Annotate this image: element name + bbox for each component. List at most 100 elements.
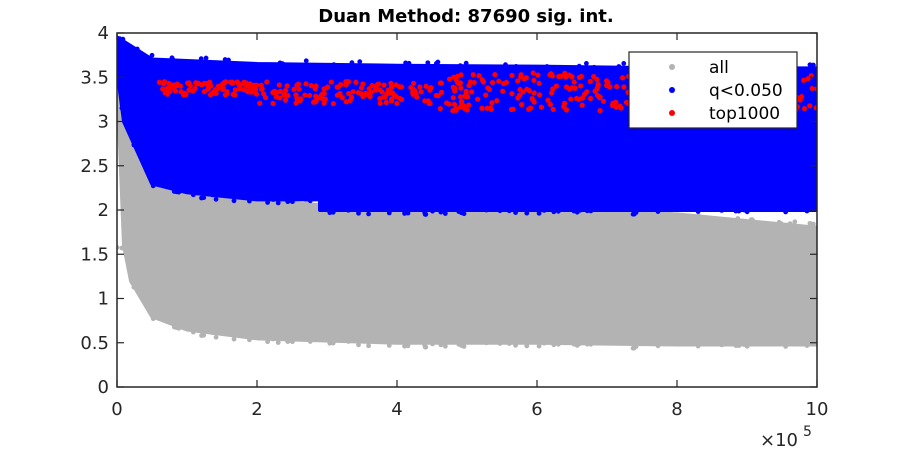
series-top1000-point	[281, 92, 287, 98]
x-tick-label: 6	[531, 399, 542, 420]
series-top1000-point	[452, 85, 458, 91]
series-top1000-point	[538, 104, 545, 110]
series-all-point	[459, 343, 464, 348]
y-tick-label: 2.5	[80, 156, 109, 177]
series-all-point	[571, 341, 577, 347]
series-top1000-point	[479, 105, 485, 111]
series-q-point	[226, 57, 231, 63]
series-top1000-point	[509, 91, 515, 97]
series-top1000-point	[594, 76, 600, 83]
series-top1000-point	[437, 106, 443, 112]
series-top1000-point	[282, 87, 289, 94]
series-top1000-point	[273, 94, 279, 100]
series-top1000-point	[592, 88, 598, 94]
series-top1000-point	[229, 79, 236, 85]
series-q-point	[506, 208, 512, 214]
series-top1000-point	[242, 81, 248, 87]
series-q-point	[438, 209, 444, 215]
series-all-point	[551, 342, 557, 348]
series-top1000-point	[515, 78, 521, 84]
series-q-point	[591, 64, 597, 70]
series-top1000-point	[190, 88, 196, 94]
series-all-point	[201, 332, 207, 338]
series-q-point	[459, 210, 464, 216]
series-top1000-point	[285, 92, 291, 99]
series-top1000-point	[587, 95, 594, 102]
series-top1000-point	[489, 79, 496, 86]
series-top1000-point	[508, 106, 515, 113]
series-top1000-point	[257, 100, 263, 106]
series-top1000-point	[417, 84, 423, 90]
series-top1000-point	[248, 89, 254, 95]
series-q-point	[330, 209, 336, 215]
series-top1000-point	[373, 86, 379, 92]
series-top1000-point	[571, 79, 577, 85]
series-q-point	[198, 56, 204, 62]
series-top1000-point	[366, 91, 373, 97]
series-top1000-point	[470, 72, 476, 78]
series-all-point	[810, 221, 816, 227]
series-all-point	[330, 340, 336, 346]
series-all-point	[735, 216, 741, 221]
series-q-point	[541, 207, 547, 213]
series-top1000-point	[566, 72, 572, 78]
series-top1000-point	[311, 99, 317, 105]
series-top1000-point	[282, 97, 289, 103]
series-q-point	[176, 189, 182, 195]
series-q-point	[386, 210, 392, 216]
series-top1000-point	[296, 86, 302, 92]
series-top1000-point	[369, 82, 375, 89]
series-all-point	[655, 343, 661, 349]
series-all-point	[804, 343, 810, 348]
series-all-point	[176, 325, 182, 331]
series-q-point	[213, 196, 219, 202]
series-all-point	[555, 341, 561, 347]
series-top1000-point	[294, 95, 300, 102]
series-all-point	[422, 344, 428, 350]
series-top1000-point	[355, 89, 361, 96]
series-top1000-point	[385, 87, 391, 93]
series-q-point	[131, 142, 137, 148]
series-all-point	[483, 340, 489, 346]
series-top1000-point	[249, 85, 256, 91]
series-top1000-point	[536, 80, 542, 86]
x-multiplier-exponent: 5	[803, 424, 812, 440]
series-q-point	[356, 210, 361, 216]
series-top1000-point	[438, 89, 445, 96]
series-q-point	[290, 199, 295, 205]
series-q-point	[270, 197, 276, 202]
series-all-point	[787, 221, 793, 227]
series-top1000-point	[553, 83, 560, 89]
series-q-point	[405, 210, 411, 216]
series-q-point	[149, 52, 155, 58]
series-top1000-point	[427, 100, 433, 107]
series-q-point	[633, 210, 639, 215]
x-tick-label: 0	[111, 399, 122, 420]
series-top1000-point	[433, 92, 439, 99]
series-top1000-point	[579, 102, 585, 108]
ticks-layer: 0 2 4 6 8 10 0 0.5 1 1.5 2 2.5 3 3.5 4	[80, 23, 828, 420]
series-all-point	[736, 343, 742, 349]
series-top1000-point	[410, 86, 416, 92]
series-top1000-point	[390, 90, 396, 96]
series-all-point	[778, 221, 784, 227]
legend-box	[628, 51, 798, 129]
series-q-point	[119, 105, 125, 111]
series-q-point	[524, 210, 530, 216]
series-all-point	[270, 336, 276, 342]
series-all-point	[366, 343, 371, 349]
series-all-point	[633, 344, 639, 349]
series-top1000-point	[488, 106, 494, 112]
series-top1000-point	[484, 105, 490, 111]
series-all-point	[190, 329, 196, 335]
series-all-point	[213, 334, 219, 340]
series-top1000-point	[291, 86, 297, 92]
series-q-point	[497, 208, 503, 214]
y-tick-label: 1.5	[80, 244, 109, 265]
series-q-point	[442, 211, 448, 216]
series-all-point	[286, 338, 292, 344]
series-top1000-point	[503, 79, 509, 86]
series-top1000-point	[208, 83, 214, 89]
series-top1000-point	[467, 79, 473, 85]
series-q-point	[695, 209, 701, 214]
